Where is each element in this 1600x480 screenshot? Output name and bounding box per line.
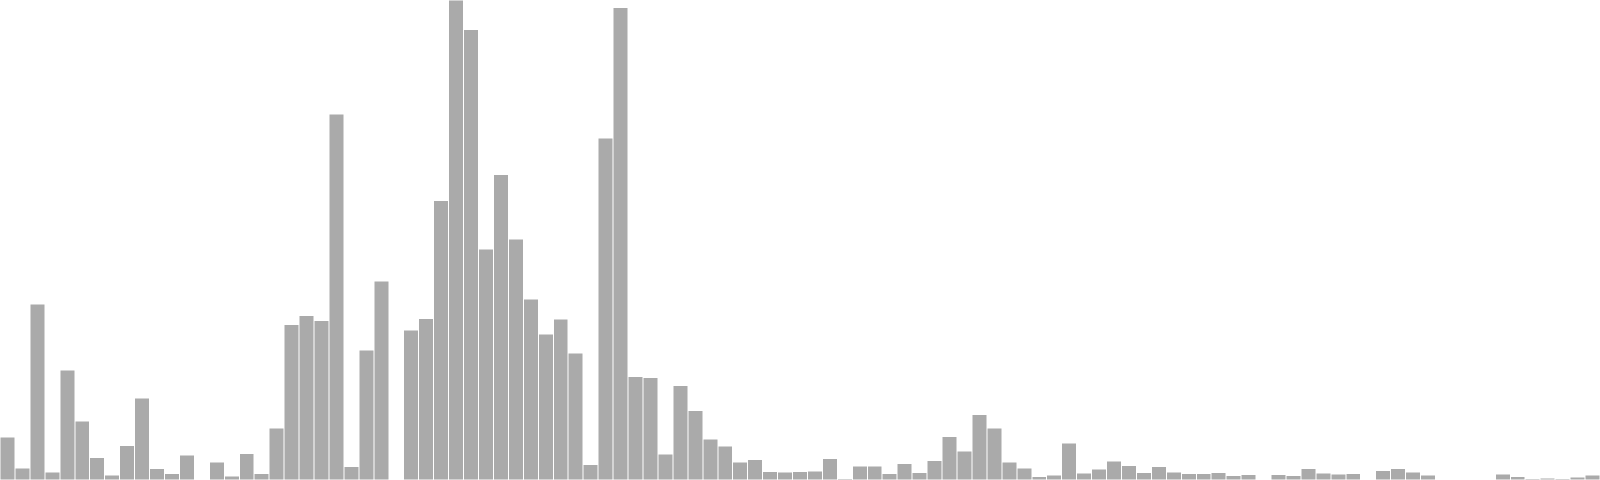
bar-79 [1180, 472, 1197, 480]
bar-34 [507, 238, 524, 480]
bar-70 [1046, 474, 1063, 480]
bar-7 [104, 474, 121, 480]
bar-53 [792, 470, 808, 480]
bar-61 [911, 471, 928, 480]
bar-44 [657, 453, 674, 480]
bar-49 [732, 461, 749, 480]
bar-67 [1001, 461, 1018, 480]
bar-16 [238, 453, 255, 480]
bar-73 [1091, 468, 1108, 480]
bar-50 [747, 458, 764, 480]
bar-68 [1016, 467, 1033, 480]
bar-95 [1420, 474, 1437, 480]
bar-82 [1225, 475, 1242, 480]
bar-29 [433, 200, 450, 480]
bar-5 [74, 420, 91, 480]
bar-48 [717, 445, 734, 480]
bar-59 [881, 472, 898, 480]
bar-92 [1375, 469, 1392, 480]
bar-93 [1390, 467, 1407, 480]
bar-101 [1509, 476, 1526, 480]
bar-28 [418, 318, 435, 480]
bar-12 [178, 454, 195, 480]
bar-88 [1315, 472, 1332, 480]
bar-66 [986, 427, 1003, 480]
bar-2 [29, 303, 46, 480]
bar-45 [672, 384, 689, 480]
bar-90 [1345, 472, 1362, 480]
bar-100 [1494, 473, 1511, 480]
bar-43 [642, 376, 659, 480]
bar-18 [268, 427, 285, 480]
bar-14 [208, 461, 225, 480]
bar-54 [806, 470, 823, 480]
bar-46 [687, 409, 704, 480]
bar-27 [403, 329, 420, 480]
bar-60 [896, 463, 913, 480]
bar-8 [119, 444, 136, 480]
bar-1 [14, 467, 31, 480]
bar-55 [821, 457, 838, 480]
bar-75 [1121, 465, 1137, 480]
bar-85 [1270, 474, 1287, 480]
bar-80 [1195, 472, 1212, 480]
bar-52 [777, 471, 794, 480]
bar-25 [373, 280, 390, 480]
bar-37 [552, 318, 569, 480]
bar-33 [492, 174, 509, 480]
bar-51 [762, 470, 779, 480]
bar-36 [537, 333, 554, 480]
bar-40 [597, 137, 614, 480]
bar-72 [1076, 472, 1093, 480]
bar-38 [567, 352, 584, 480]
bar-89 [1330, 473, 1347, 480]
bar-32 [478, 248, 494, 480]
bar-71 [1061, 442, 1078, 480]
bar-62 [926, 459, 943, 480]
bar-63 [941, 435, 958, 480]
bar-74 [1106, 460, 1122, 480]
bar-10 [149, 467, 165, 480]
bar-83 [1240, 474, 1257, 480]
bar-6 [89, 456, 106, 480]
bar-76 [1135, 471, 1152, 480]
bar-47 [702, 438, 719, 480]
bar-77 [1150, 466, 1167, 480]
bar-42 [627, 375, 644, 480]
bar-0 [0, 436, 16, 480]
bar-30 [448, 0, 465, 480]
bar-4 [59, 369, 76, 480]
bar-87 [1300, 467, 1317, 480]
bar-35 [522, 298, 539, 480]
bar-81 [1210, 471, 1227, 480]
bar-106 [1584, 474, 1600, 480]
bar-86 [1285, 475, 1302, 480]
bar-57 [851, 465, 868, 480]
bar-21 [313, 320, 330, 480]
bar-23 [343, 466, 360, 480]
bar-64 [956, 450, 973, 480]
bar-39 [582, 464, 599, 480]
bar-15 [223, 475, 240, 480]
bar-78 [1165, 471, 1182, 480]
bar-17 [253, 472, 270, 480]
bar-31 [463, 28, 479, 480]
bar-3 [44, 471, 61, 480]
bar-24 [358, 349, 375, 480]
bar-20 [298, 314, 315, 480]
bar-11 [163, 472, 180, 480]
bar-65 [971, 414, 988, 480]
bar-9 [134, 397, 151, 480]
bar-41 [612, 7, 629, 480]
bar-94 [1405, 471, 1422, 480]
bar-22 [328, 113, 345, 480]
bar-69 [1031, 476, 1048, 480]
bar-58 [866, 465, 883, 480]
bar-19 [283, 323, 300, 480]
